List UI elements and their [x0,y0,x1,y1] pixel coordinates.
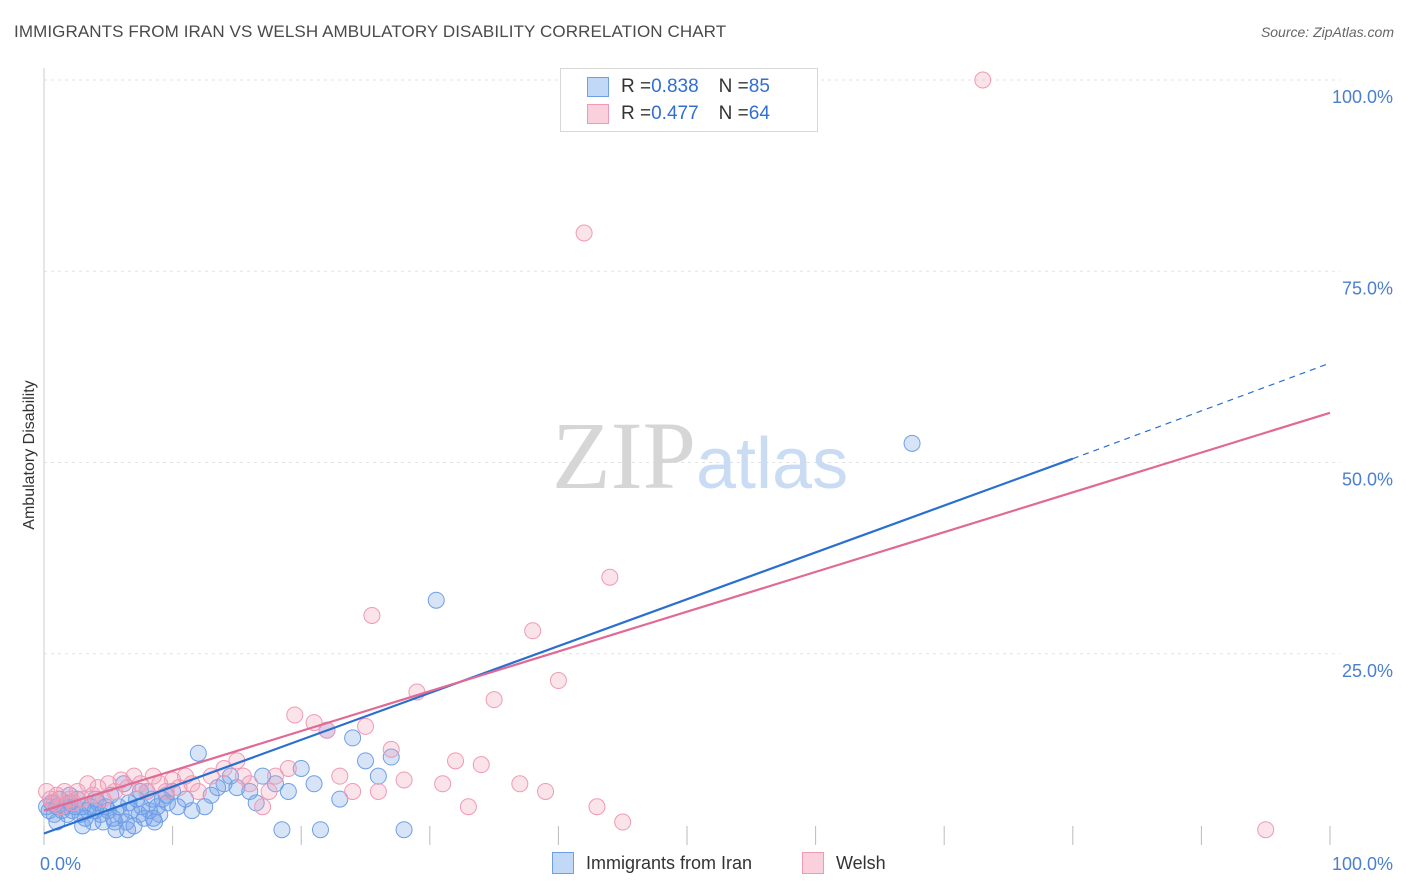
iran-point [344,729,362,747]
welsh-point [395,771,413,789]
y-tick-label: 25.0% [1342,661,1393,681]
welsh-point [382,740,400,758]
iran-point [106,813,124,831]
legend-r-label: R = [621,76,652,97]
welsh-point [254,798,272,816]
welsh-point [485,691,503,709]
iran-point [273,821,291,839]
iran-point [119,821,137,839]
legend-n-label: N = [718,103,749,124]
welsh-point [549,672,567,690]
legend-n-value-iran: 85 [748,76,770,97]
legend-swatch-iran [587,77,609,97]
iran-point [279,782,297,800]
welsh-point [974,71,992,89]
y-tick-label: 50.0% [1342,470,1393,490]
welsh-point [614,813,632,831]
bottom-legend-swatch-welsh [802,852,824,874]
legend-r-value-welsh: 0.477 [651,103,699,124]
y-tick-labels: 25.0% 50.0% 75.0% 100.0% [1332,87,1393,681]
x-tick-marks [43,826,1331,845]
x-tick-labels: 0.0% 100.0% [40,854,1393,874]
iran-point [357,752,374,770]
legend-row-welsh: R = 0.477 N = 64 [587,102,770,126]
bottom-legend: Immigrants from Iran Welsh [0,852,1406,876]
iran-point [292,760,310,777]
iran-point [395,821,413,839]
bottom-legend-label-iran: Immigrants from Iran [586,852,753,873]
iran-point [189,744,207,762]
welsh-point [357,717,374,735]
legend-swatch-welsh [587,104,609,124]
iran-point [903,434,921,452]
iran-point [144,809,162,827]
bottom-legend-iran: Immigrants from Iran [552,852,752,874]
chart-title: IMMIGRANTS FROM IRAN VS WELSH AMBULATORY… [14,22,727,41]
welsh-point [601,568,619,586]
legend-r-value-iran: 0.838 [651,76,699,97]
welsh-point [459,798,477,816]
iran-point [331,790,349,808]
welsh-point [241,775,259,793]
y-tick-label: 75.0% [1342,278,1393,298]
welsh-point [447,752,465,770]
welsh-point [472,756,490,774]
welsh-point [588,798,606,816]
legend: R = 0.838 N = 85 R = 0.477 N = 64 [560,68,818,132]
welsh-point [434,775,452,793]
x-tick-label-min: 0.0% [40,854,81,874]
welsh-point [286,706,304,724]
welsh-point [1257,821,1275,839]
y-tick-label: 100.0% [1332,87,1393,107]
welsh-point [266,767,284,785]
legend-n-value-welsh: 64 [748,103,770,124]
chart-source: Source: ZipAtlas.com [1260,24,1394,40]
welsh-point [344,782,362,800]
iran-point [427,591,445,609]
welsh-point [48,786,66,804]
welsh-point [189,782,207,800]
welsh-point [331,767,349,785]
data-points [38,71,1275,839]
welsh-point [369,782,387,800]
iran-point [183,802,201,820]
welsh-point [537,782,555,800]
bottom-legend-label-welsh: Welsh [836,852,886,873]
iran-trend-extension [1072,362,1331,460]
y-axis-label: Ambulatory Disability [21,380,38,530]
legend-n-label: N = [718,76,749,97]
legend-row-iran: R = 0.838 N = 85 [587,75,770,99]
iran-trend-line [43,457,1074,835]
iran-point [311,821,329,839]
iran-point [369,767,387,785]
x-tick-label-max: 100.0% [1332,854,1393,874]
welsh-point [575,224,593,242]
welsh-point [511,775,529,793]
legend-r-label: R = [621,103,652,124]
iran-point [305,775,323,793]
welsh-point [524,622,542,640]
gridlines [43,68,1340,845]
trend-lines [43,362,1331,835]
welsh-point [260,782,278,800]
bottom-legend-welsh: Welsh [802,852,886,874]
welsh-point [363,607,381,624]
iran-point [254,767,272,785]
bottom-legend-swatch-iran [552,852,574,874]
welsh-point [279,760,297,777]
welsh-trend-line [43,411,1331,812]
